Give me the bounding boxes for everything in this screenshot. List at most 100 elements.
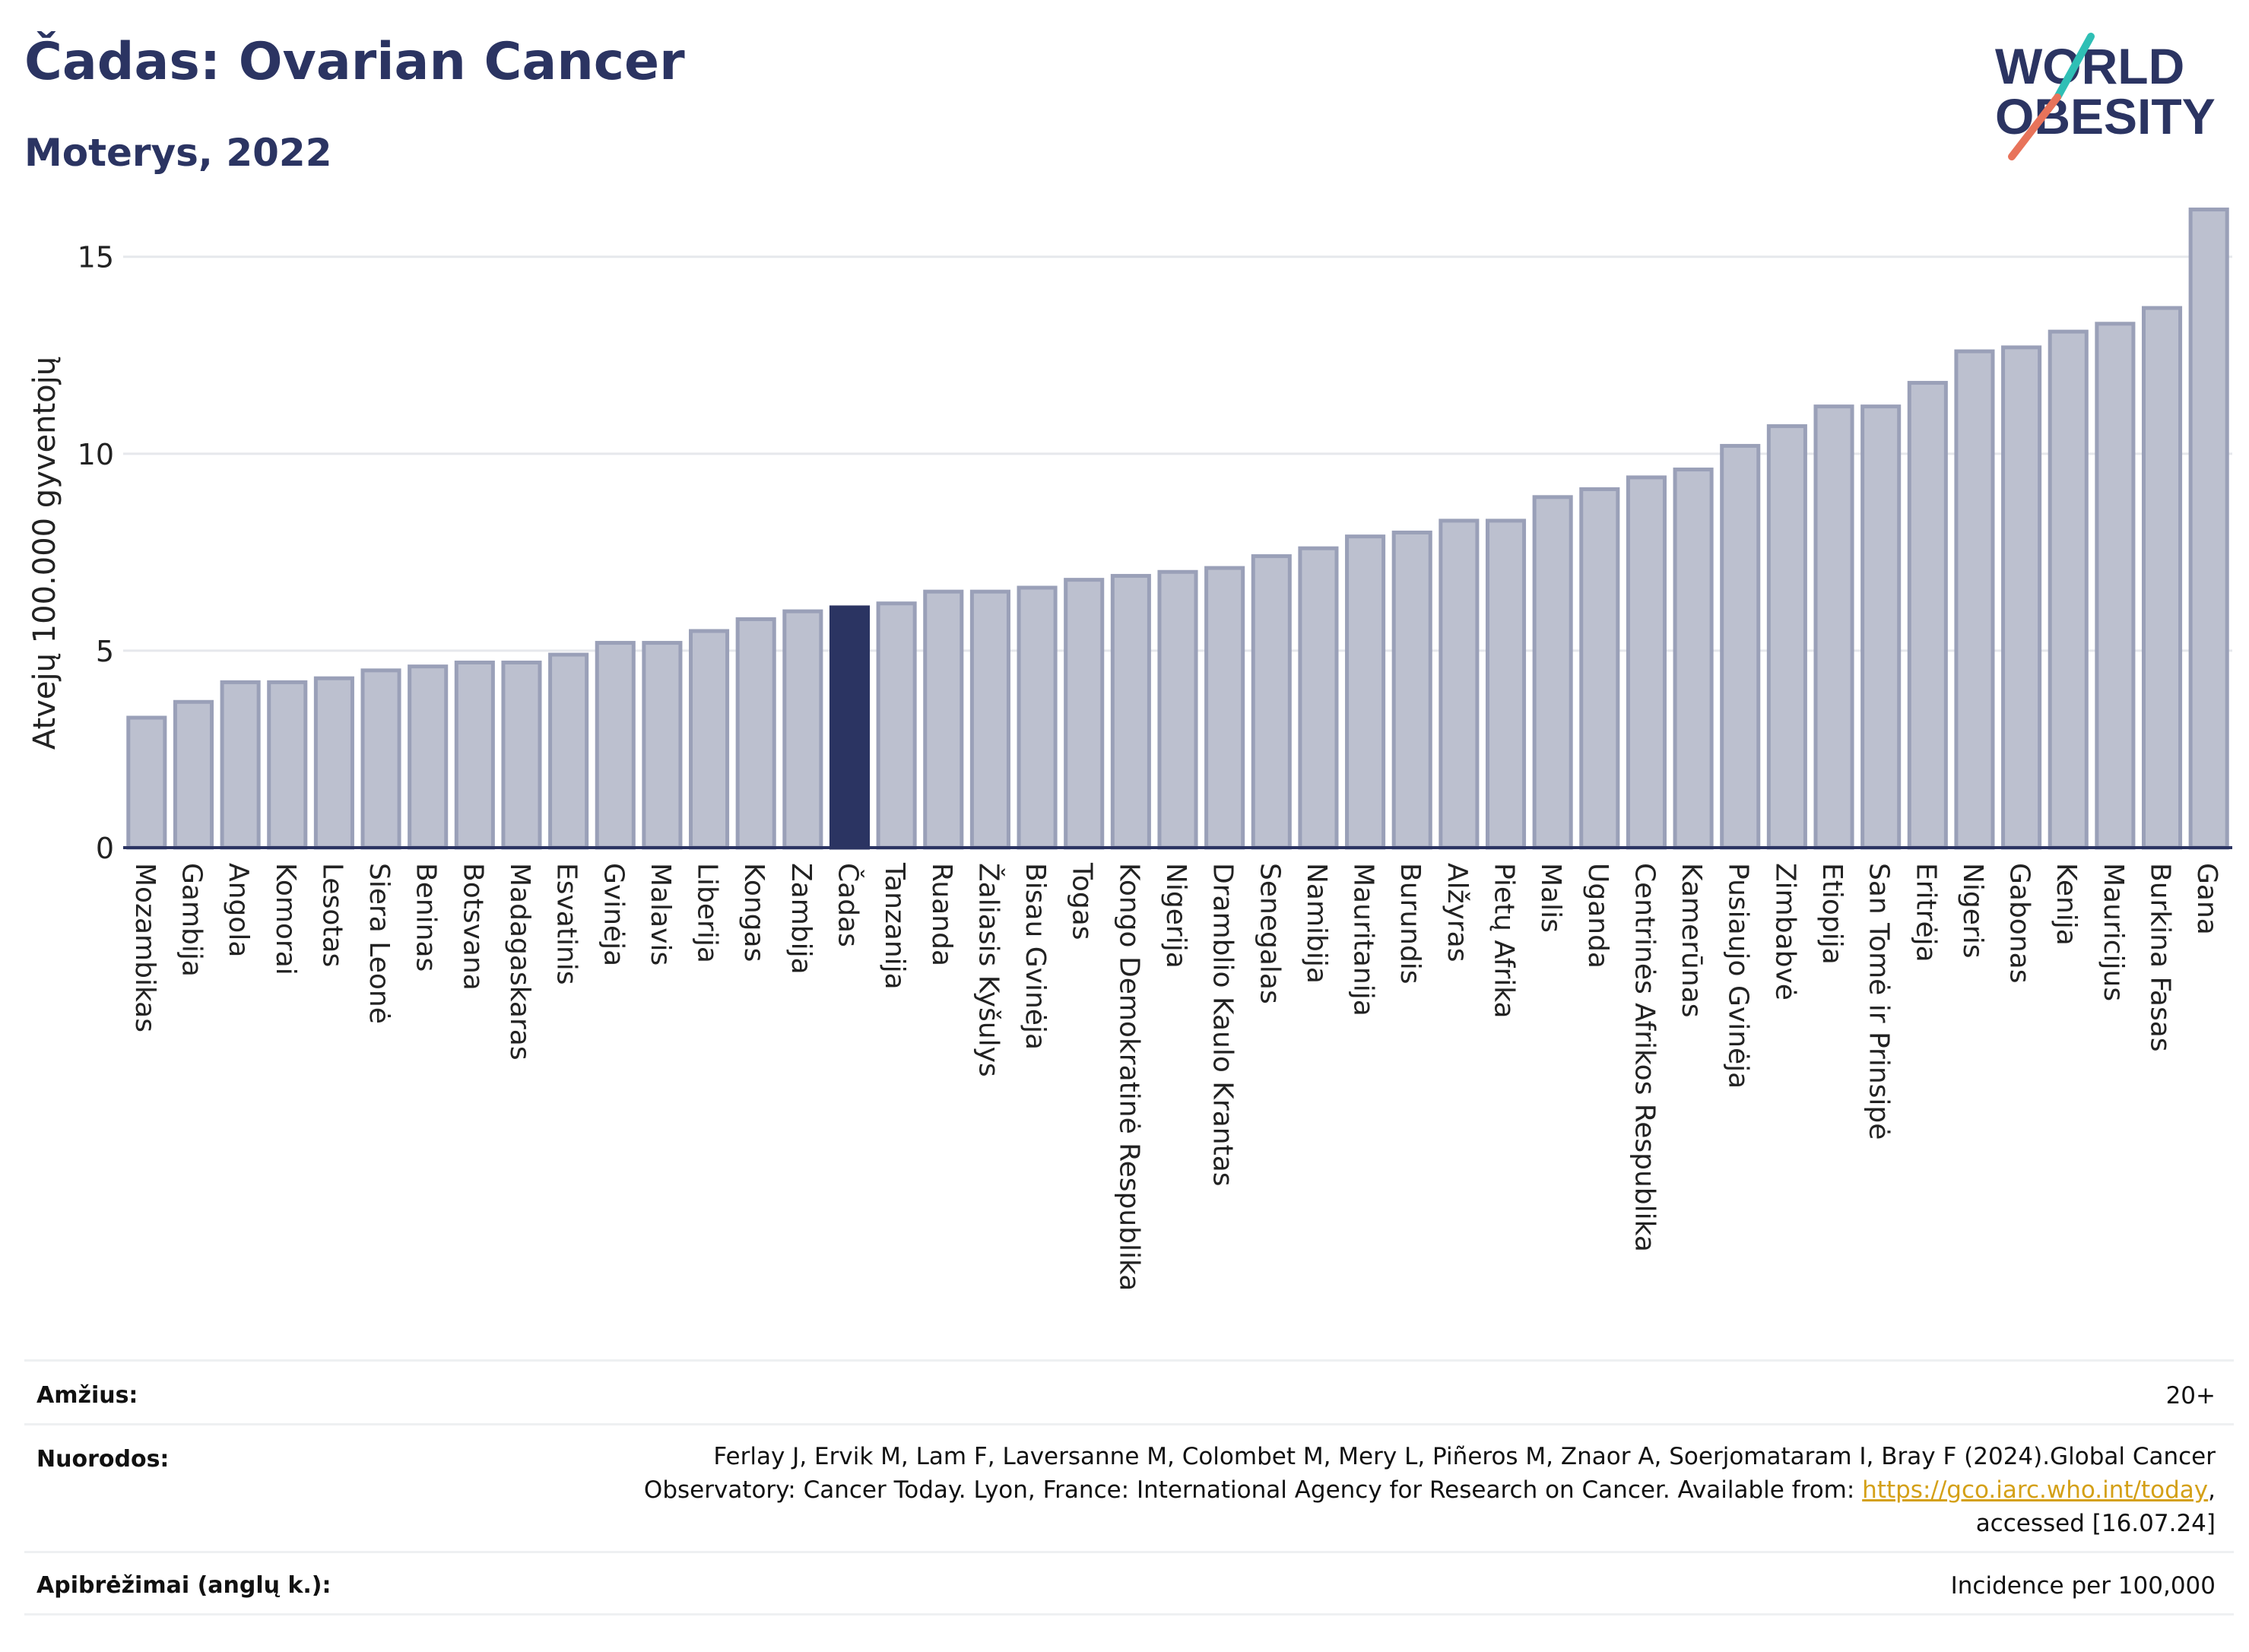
x-tick-label: Nigerija <box>1160 863 1191 969</box>
x-tick-label: Zambija <box>785 863 817 975</box>
x-tick-label: Esvatinis <box>551 863 582 985</box>
refs-line2-post: , <box>2208 1476 2216 1504</box>
x-tick-label: Gambija <box>176 863 207 977</box>
bar <box>1579 487 1620 850</box>
bar <box>1251 554 1292 850</box>
x-tick-label: Senegalas <box>1254 863 1285 1004</box>
logo-line1: WORLD <box>1995 38 2184 94</box>
bar <box>2001 345 2042 850</box>
x-tick-label: Liberija <box>692 863 723 963</box>
x-tick-label: Namibija <box>1301 863 1332 984</box>
x-tick-label: Nigeris <box>1957 863 1988 959</box>
bar <box>1813 404 1854 850</box>
divider-1 <box>24 1359 2234 1362</box>
logo-slash-coral <box>2008 94 2061 160</box>
x-tick-label: Kongo Demokratinė Respublika <box>1113 863 1144 1291</box>
y-tick-label: 0 <box>96 832 114 865</box>
x-tick-label: Siera Leonė <box>363 863 395 1024</box>
refs-link[interactable]: https://gco.iarc.who.int/today <box>1862 1476 2209 1504</box>
refs-label: Nuorodos: <box>36 1446 170 1473</box>
x-tick-label: Ruanda <box>926 863 957 966</box>
x-tick-label: Gvinėja <box>598 863 629 966</box>
bar <box>595 641 636 850</box>
defs-value: Incidence per 100,000 <box>1950 1572 2216 1600</box>
bar <box>1017 585 1058 850</box>
x-tick-label: Mauritanija <box>1348 863 1379 1016</box>
x-tick-label: Beninas <box>411 863 442 972</box>
x-tick-label: Eritrėja <box>1910 863 1941 962</box>
x-tick-label: Mozambikas <box>129 863 160 1032</box>
bar <box>2141 306 2183 850</box>
bar <box>923 589 964 850</box>
x-tick-label: Kenija <box>2051 863 2082 946</box>
x-tick-label: Pusiaujo Gvinėja <box>1723 863 1754 1089</box>
bar <box>2048 329 2089 850</box>
x-tick-label: Malavis <box>645 863 676 966</box>
bar <box>408 664 449 850</box>
x-tick-label: Alžyras <box>1442 863 1473 962</box>
age-value: 20+ <box>2165 1382 2216 1409</box>
bar <box>969 589 1010 850</box>
x-tick-label: Centrinės Afrikos Respublika <box>1629 863 1660 1252</box>
bar <box>313 676 354 850</box>
bar <box>876 601 917 850</box>
chart-subtitle: Moterys, 2022 <box>24 131 332 175</box>
bar <box>1720 443 1761 850</box>
bar <box>1157 569 1198 850</box>
bar <box>1204 566 1245 850</box>
bar <box>267 680 308 850</box>
x-tick-label: Burkina Fasas <box>2145 863 2176 1052</box>
world-obesity-logo: WORLD OBESITY <box>1995 33 2216 160</box>
bar <box>2095 322 2136 850</box>
bar <box>1626 475 1667 850</box>
y-tick-label: 15 <box>78 241 114 274</box>
bar <box>1907 381 1948 850</box>
refs-line2: Observatory: Cancer Today. Lyon, France:… <box>644 1473 2216 1507</box>
bar <box>454 660 495 850</box>
y-axis-label: Atvejų 100.000 gyventojų <box>27 357 62 750</box>
x-tick-label: Zimbabvė <box>1769 863 1800 1000</box>
age-label: Amžius: <box>36 1382 138 1409</box>
bar <box>548 652 589 850</box>
y-tick-label: 5 <box>96 635 114 668</box>
bar-chart: 0 5 10 15 Atvejų 100.000 gyventojų Mozambikas… <box>27 208 2232 1291</box>
bar <box>2188 208 2229 850</box>
bar <box>220 680 261 850</box>
bar <box>735 617 776 850</box>
x-tick-label: Uganda <box>1582 863 1613 969</box>
divider-2 <box>24 1423 2234 1425</box>
divider-3 <box>24 1551 2234 1553</box>
y-tick-label: 10 <box>78 438 114 471</box>
bar <box>689 629 730 850</box>
defs-label: Apibrėžimai (anglų k.): <box>36 1572 331 1599</box>
bar <box>1391 530 1432 850</box>
bar <box>360 668 401 850</box>
x-tick-label: Tanzanija <box>879 862 910 990</box>
refs-line3: accessed [16.07.24] <box>1975 1510 2216 1537</box>
bar <box>1673 468 1714 850</box>
divider-4 <box>24 1613 2234 1616</box>
x-tick-label: Togas <box>1067 862 1098 940</box>
x-tick-label: Mauricijus <box>2098 863 2129 1001</box>
chart-title: Čadas: Ovarian Cancer <box>24 32 685 92</box>
bar <box>1860 404 1902 850</box>
bar <box>829 605 871 850</box>
x-tick-label: Dramblio Kaulo Krantas <box>1207 863 1239 1187</box>
x-tick-label: Lesotas <box>316 863 347 967</box>
x-tick-label: Gabonas <box>2004 863 2035 983</box>
bar <box>1766 424 1807 850</box>
x-tick-label: Malis <box>1535 863 1566 933</box>
bar <box>1532 495 1573 850</box>
x-tick-label: Žaliasis Kyšulys <box>972 863 1004 1077</box>
x-tick-label: Komorai <box>270 863 301 975</box>
x-tick-label: Čadas <box>832 863 864 947</box>
x-tick-label: Madagaskaras <box>504 863 535 1061</box>
x-tick-label: Gana <box>2191 863 2222 935</box>
bar <box>501 660 542 850</box>
x-tick-label: Burundis <box>1394 863 1426 985</box>
x-tick-label: Etiopija <box>1816 863 1848 965</box>
bar <box>1345 534 1386 850</box>
refs-line1: Ferlay J, Ervik M, Lam F, Laversanne M, … <box>713 1443 2216 1470</box>
bar <box>1110 573 1151 850</box>
logo-slash-teal <box>2054 33 2095 101</box>
